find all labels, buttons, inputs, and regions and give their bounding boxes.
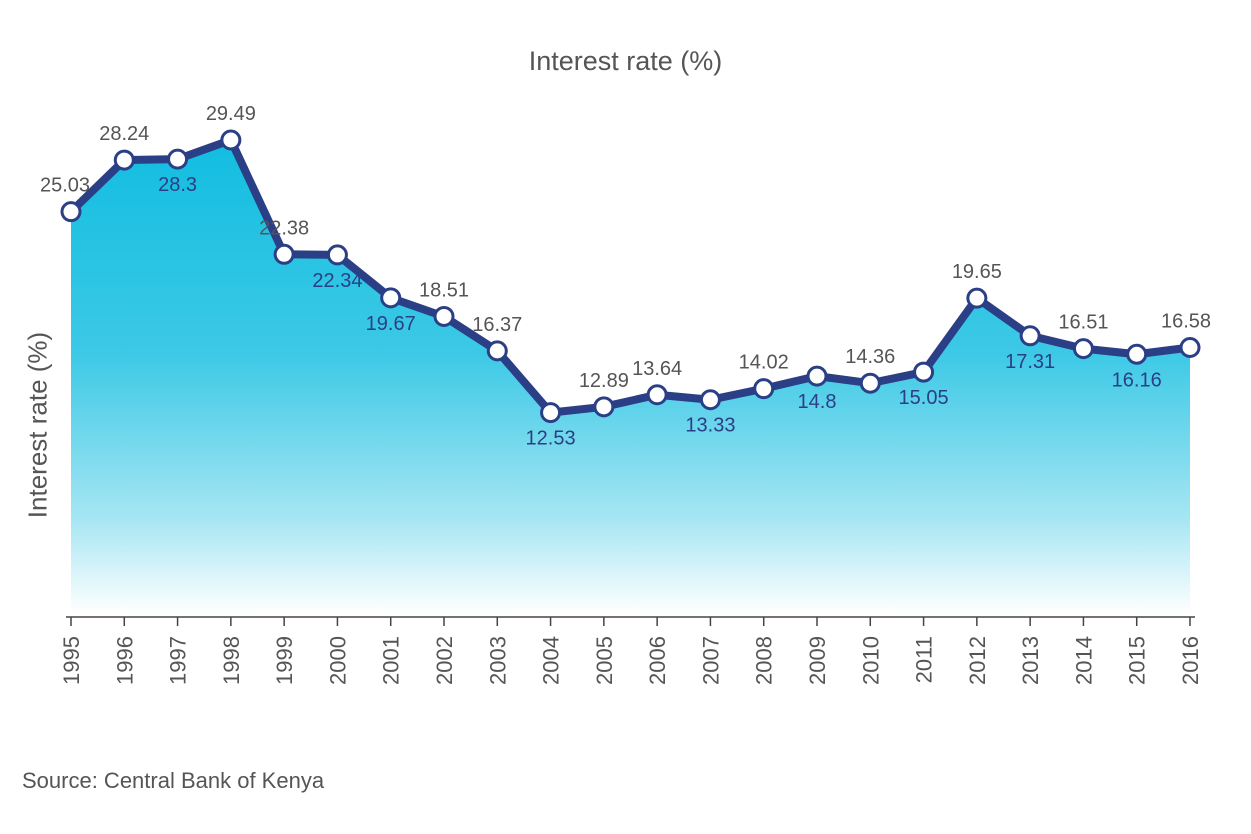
data-point [220,129,242,151]
x-tick-label: 2014 [1071,636,1096,685]
x-tick-label: 2010 [858,636,883,685]
x-tick-label: 2011 [912,636,937,683]
x-tick-label: 1996 [112,636,137,685]
x-tick-label: 2001 [379,636,404,685]
data-label: 12.53 [526,428,576,450]
data-label: 22.34 [312,270,362,292]
x-tick-label: 1997 [166,636,191,685]
data-point [646,384,668,406]
data-point [273,243,295,265]
data-point [699,389,721,411]
x-tick-label: 2000 [325,636,350,685]
data-label: 25.03 [40,175,90,197]
x-tick-label: 2007 [698,636,723,685]
data-point [326,244,348,266]
x-tick-label: 2008 [752,636,777,685]
data-point [167,148,189,170]
data-point [1179,337,1201,359]
data-point [1126,343,1148,365]
chart-title: Interest rate (%) [528,46,723,76]
data-point [433,305,455,327]
data-point [806,365,828,387]
data-point [1072,338,1094,360]
data-point [913,361,935,383]
x-tick-label: 2003 [485,636,510,685]
data-point [1019,325,1041,347]
x-tick-label: 2004 [539,636,564,685]
data-label: 19.65 [952,261,1002,283]
x-tick-label: 2015 [1125,636,1150,685]
x-tick-label: 2012 [965,636,990,685]
data-label: 16.51 [1058,312,1108,334]
data-point [113,149,135,171]
data-label: 14.02 [739,352,789,374]
x-tick-label: 1999 [272,636,297,685]
data-point [966,287,988,309]
x-tick-label: 2005 [592,636,617,685]
data-label: 16.37 [472,314,522,336]
data-point [859,372,881,394]
x-tick-label: 2013 [1018,636,1043,685]
data-label: 14.8 [798,391,837,413]
x-tick-label: 1998 [219,636,244,685]
data-point [540,402,562,424]
data-label: 13.64 [632,358,682,380]
x-tick-label: 2009 [805,636,830,685]
area-fill [71,140,1190,614]
data-label: 28.24 [99,123,149,145]
x-tick-label: 1995 [59,636,84,685]
x-tick-label: 2006 [645,636,670,685]
data-label: 18.51 [419,279,469,301]
x-tick-label: 2002 [432,636,457,685]
data-label: 14.36 [845,346,895,368]
data-label: 13.33 [685,415,735,437]
data-point [753,378,775,400]
data-label: 28.3 [158,174,197,196]
data-label: 29.49 [206,103,256,125]
data-label: 17.31 [1005,351,1055,373]
data-point [60,201,82,223]
data-label: 16.58 [1161,311,1211,333]
data-point [593,396,615,418]
data-label: 22.38 [259,217,309,239]
source-note: Source: Central Bank of Kenya [22,768,325,793]
data-point [380,287,402,309]
data-label: 15.05 [899,387,949,409]
series-line [68,136,1191,417]
data-label: 16.16 [1112,369,1162,391]
data-label: 19.67 [366,313,416,335]
x-tick-label: 2016 [1178,636,1203,685]
data-label: 12.89 [579,370,629,392]
data-point [486,340,508,362]
